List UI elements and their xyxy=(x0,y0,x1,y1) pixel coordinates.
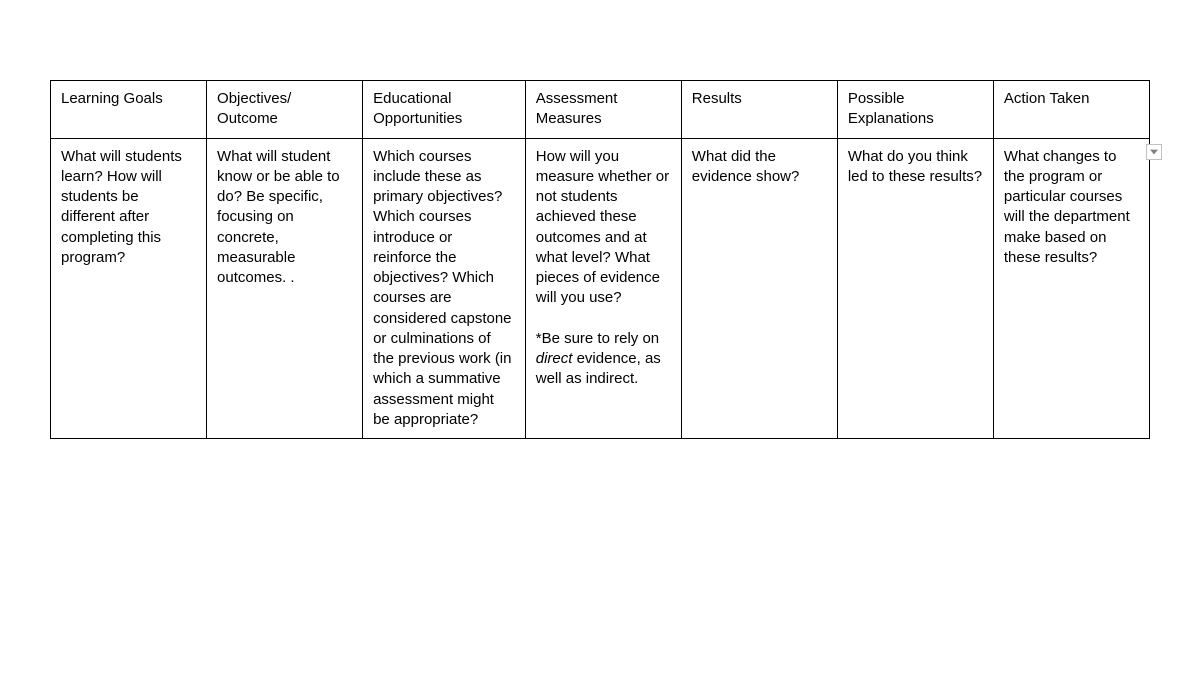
assessment-table-container: Learning Goals Objectives/ Outcome Educa… xyxy=(50,80,1150,439)
col-header-results: Results xyxy=(681,81,837,139)
table-row: What will students learn? How will stude… xyxy=(51,138,1150,439)
chevron-down-icon xyxy=(1150,149,1158,155)
cell-educational-opportunities: Which courses include these as primary o… xyxy=(363,138,526,439)
cell-results: What did the evidence show? xyxy=(681,138,837,439)
col-header-assessment-measures: Assessment Measures xyxy=(525,81,681,139)
col-header-objectives: Objectives/ Outcome xyxy=(207,81,363,139)
cell-learning-goals: What will students learn? How will stude… xyxy=(51,138,207,439)
col-header-learning-goals: Learning Goals xyxy=(51,81,207,139)
col-header-action-taken: Action Taken xyxy=(993,81,1149,139)
col-header-possible-explanations: Possible Explanations xyxy=(837,81,993,139)
cell-assessment-measures: How will you measure whether or not stud… xyxy=(525,138,681,439)
col-header-educational-opportunities: Educational Opportunities xyxy=(363,81,526,139)
cell-action-taken: What changes to the program or particula… xyxy=(993,138,1149,439)
assessment-table: Learning Goals Objectives/ Outcome Educa… xyxy=(50,80,1150,439)
cell-assessment-text-main: How will you measure whether or not stud… xyxy=(536,148,669,307)
cell-assessment-note-pre: *Be sure to rely on xyxy=(536,330,659,347)
column-options-dropdown[interactable] xyxy=(1146,144,1162,160)
cell-assessment-note-italic: direct xyxy=(536,350,573,367)
table-header-row: Learning Goals Objectives/ Outcome Educa… xyxy=(51,81,1150,139)
cell-possible-explanations: What do you think led to these results? xyxy=(837,138,993,439)
cell-objectives: What will student know or be able to do?… xyxy=(207,138,363,439)
